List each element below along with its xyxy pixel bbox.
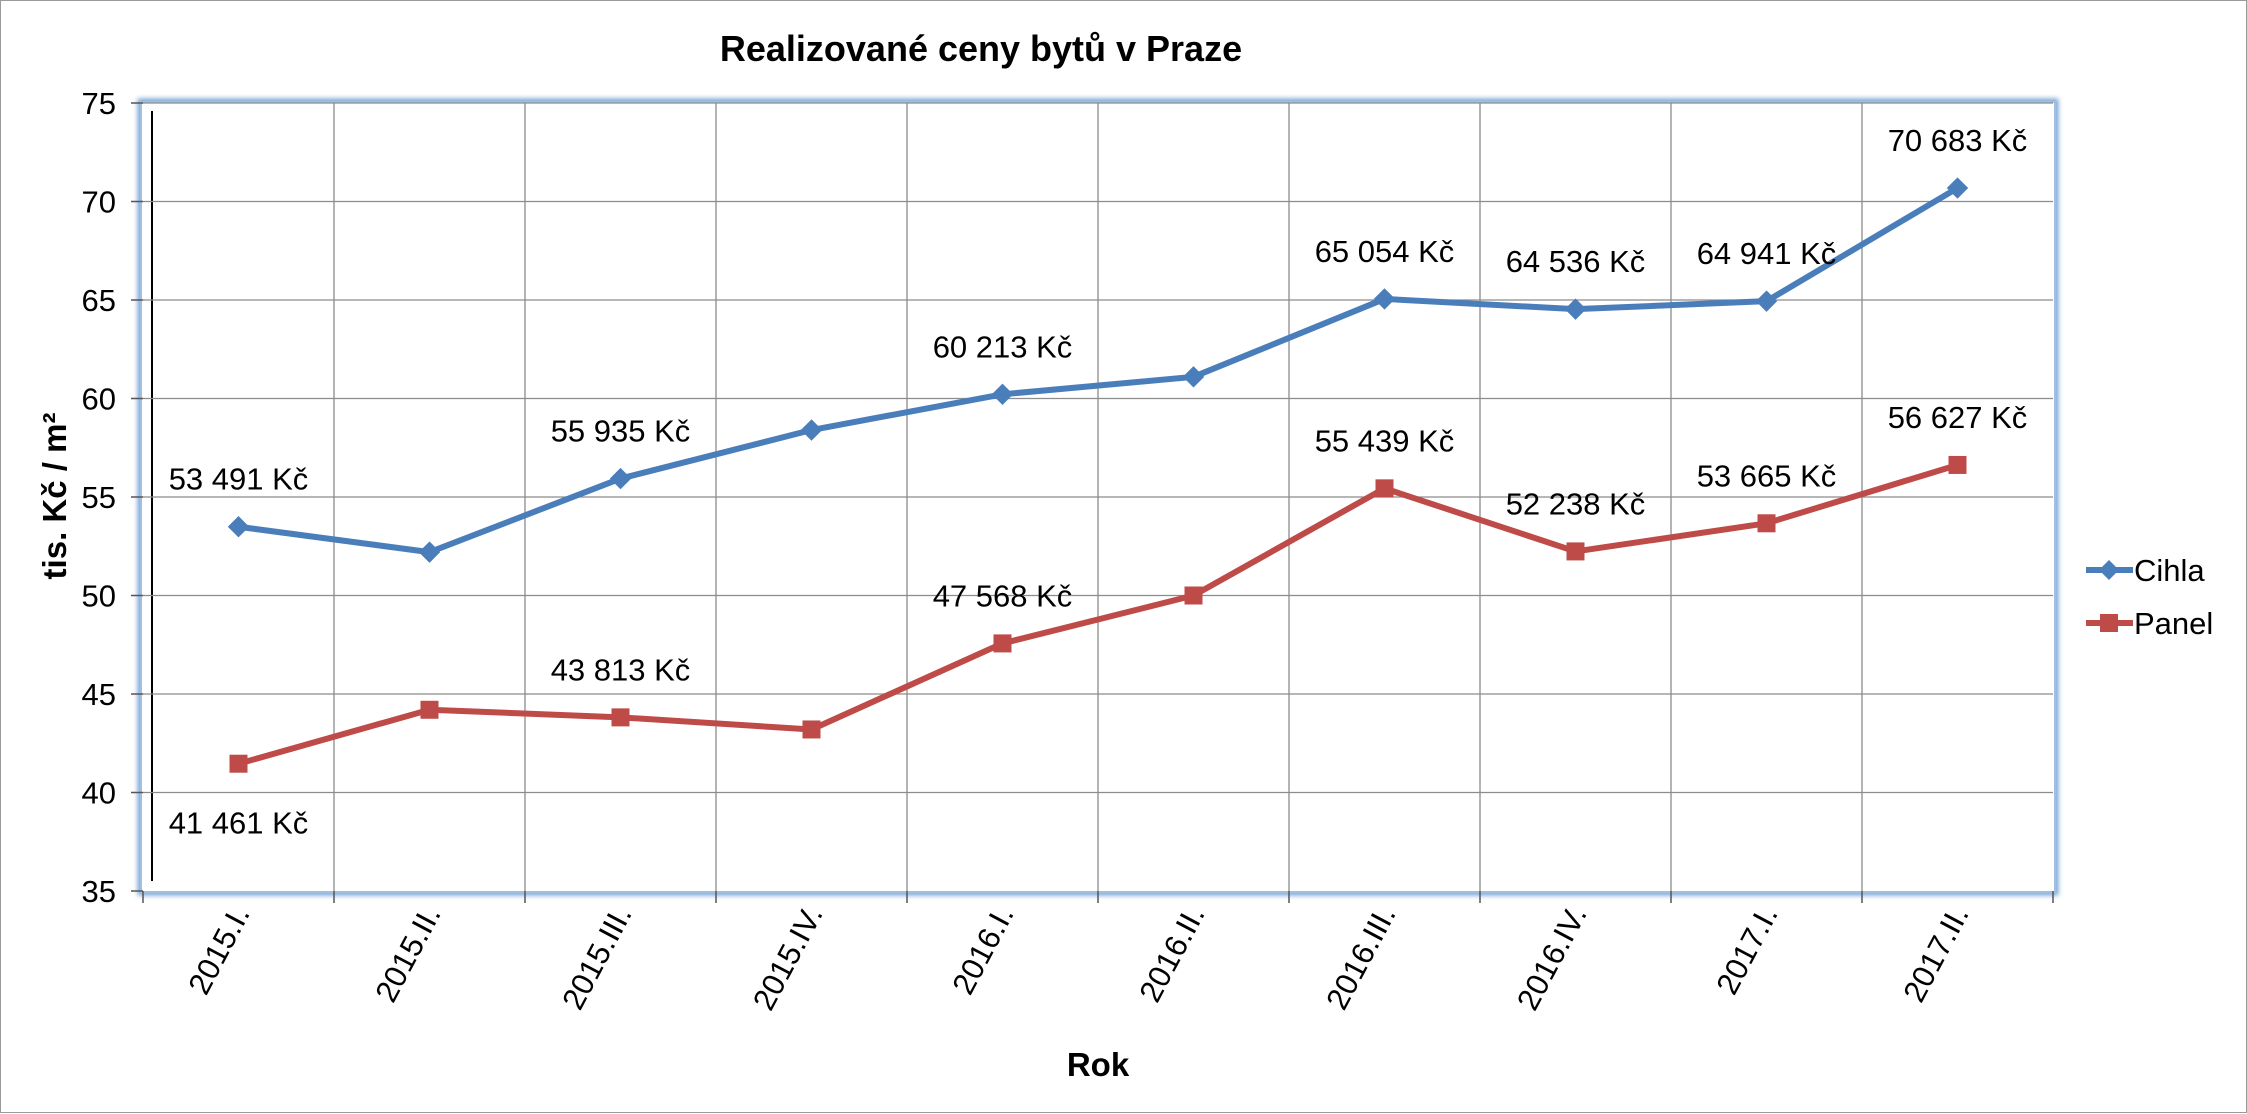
- data-label: 64 941 Kč: [1697, 236, 1837, 271]
- y-tick-label: 50: [82, 579, 116, 614]
- data-point-panel: [1757, 514, 1776, 533]
- x-tick-label: 2015.II.: [368, 900, 447, 1008]
- y-tick-label: 65: [82, 283, 116, 318]
- data-label: 53 665 Kč: [1697, 458, 1837, 493]
- data-point-cihla: [227, 516, 250, 538]
- data-label: 70 683 Kč: [1888, 123, 2028, 158]
- x-tick-label: 2016.IV.: [1510, 900, 1594, 1016]
- y-tick-label: 40: [82, 776, 116, 811]
- data-label: 55 439 Kč: [1315, 423, 1455, 458]
- x-tick-label: 2015.IV.: [746, 900, 830, 1016]
- data-point-cihla: [1182, 366, 1205, 388]
- y-tick-label: 55: [82, 480, 116, 515]
- data-label: 47 568 Kč: [933, 578, 1073, 613]
- data-point-cihla: [991, 383, 1014, 406]
- data-point-cihla: [1373, 288, 1396, 310]
- y-tick-label: 70: [82, 185, 116, 220]
- data-point-panel: [229, 754, 248, 773]
- data-label: 43 813 Kč: [551, 652, 691, 687]
- legend-label-panel: Panel: [2134, 606, 2213, 641]
- data-label: 52 238 Kč: [1506, 486, 1646, 521]
- series-layer: [227, 177, 1969, 773]
- legend: Cihla Panel: [2086, 553, 2213, 641]
- x-tick-label: 2016.III.: [1319, 900, 1402, 1015]
- data-point-panel: [802, 720, 821, 739]
- legend-marker-cihla: [2099, 560, 2119, 580]
- y-tick-label: 35: [82, 874, 116, 909]
- series-line-panel: [237, 462, 1959, 767]
- series-line-cihla: [238, 185, 1960, 556]
- data-point-panel: [993, 634, 1012, 653]
- data-point-cihla: [609, 467, 632, 490]
- data-point-panel: [420, 700, 439, 719]
- data-point-panel: [611, 708, 630, 727]
- data-point-cihla: [418, 541, 441, 563]
- data-point-panel: [1184, 586, 1203, 605]
- data-label: 65 054 Kč: [1315, 234, 1455, 269]
- legend-label-cihla: Cihla: [2134, 553, 2205, 588]
- data-point-cihla: [1755, 290, 1778, 312]
- data-point-cihla: [1564, 298, 1587, 320]
- data-point-panel: [1375, 479, 1394, 498]
- data-point-panel: [1566, 542, 1585, 561]
- x-tick-label: 2015.I.: [181, 900, 256, 1000]
- legend-marker-panel: [2100, 614, 2118, 632]
- y-tick-label: 45: [82, 677, 116, 712]
- x-tick-label: 2017.II.: [1896, 900, 1975, 1008]
- x-axis-title: Rok: [1067, 1046, 1130, 1083]
- x-axis: 2015.I. 2015.II. 2015.III. 2015.IV. 2016.I. 2…: [142, 891, 2054, 1016]
- data-point-panel: [1948, 455, 1967, 474]
- data-point-cihla: [800, 419, 823, 441]
- x-tick-label: 2016.I.: [945, 900, 1020, 1000]
- data-point-cihla: [1946, 177, 1969, 199]
- data-label: 53 491 Kč: [169, 462, 309, 497]
- y-axis-title: tis. Kč / m²: [36, 413, 73, 580]
- y-tick-label: 75: [82, 86, 116, 121]
- data-label: 55 935 Kč: [551, 414, 691, 449]
- data-labels: 53 491 Kč 55 935 Kč 60 213 Kč 65 054 Kč 64 5…: [169, 123, 2028, 841]
- x-tick-label: 2017.I.: [1709, 900, 1784, 1000]
- data-label: 56 627 Kč: [1888, 400, 2028, 435]
- y-tick-label: 60: [82, 382, 116, 417]
- data-label: 60 213 Kč: [933, 329, 1073, 364]
- x-tick-label: 2016.II.: [1132, 900, 1211, 1008]
- x-tick-label: 2015.III.: [555, 900, 638, 1015]
- y-axis: 35 40 45 50 55 60 65 70 75: [82, 86, 143, 909]
- data-label: 64 536 Kč: [1506, 244, 1646, 279]
- chart-title: Realizované ceny bytů v Praze: [720, 28, 1242, 69]
- data-label: 41 461 Kč: [169, 806, 309, 841]
